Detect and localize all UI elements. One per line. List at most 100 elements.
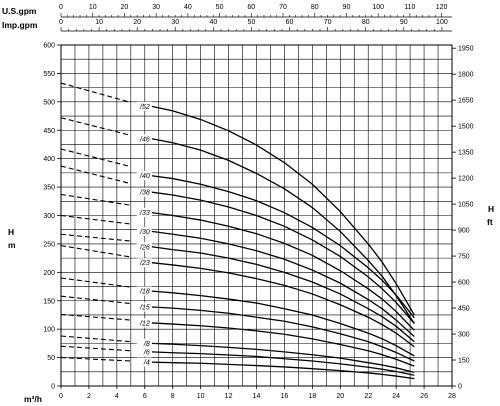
bottom-tick-label: 6	[143, 393, 147, 400]
top-tick-label-usgpm: 120	[436, 4, 448, 11]
series-label-bg	[136, 302, 152, 312]
series-curve-6	[151, 351, 415, 376]
left-axis-label-top: H	[8, 227, 14, 237]
series-curve-12	[151, 322, 415, 367]
series-dashed-8	[60, 335, 131, 343]
top-tick-label-usgpm: 20	[121, 4, 129, 11]
left-tick-label: 100	[43, 327, 55, 334]
top-tick-label-impgpm: 40	[209, 19, 217, 26]
top-tick-label-usgpm: 40	[184, 4, 192, 11]
bottom-tick-label: 4	[115, 393, 119, 400]
left-tick-label: 200	[43, 270, 55, 277]
series-label-12: /12	[139, 320, 150, 327]
series-label-4: /4	[143, 360, 150, 367]
series-dashed-52	[60, 82, 131, 103]
right-tick-label: 1200	[458, 176, 474, 183]
bottom-tick-label: 28	[448, 393, 456, 400]
bottom-tick-label: 16	[281, 393, 289, 400]
series-dashed-23	[60, 245, 131, 258]
series-label-bg	[136, 286, 152, 296]
series-label-8: /8	[143, 341, 150, 348]
series-curve-8	[151, 342, 415, 373]
bottom-tick-label: 24	[392, 393, 400, 400]
left-tick-label: 600	[43, 43, 55, 50]
bottom-tick-label: 0	[59, 393, 63, 400]
top-tick-label-impgpm: 10	[95, 19, 103, 26]
series-label-30: /30	[139, 229, 150, 236]
right-axis-label-bottom: ft	[487, 217, 493, 227]
right-tick-label: 1050	[458, 202, 474, 209]
series-dashed-46	[60, 117, 131, 136]
series-group: /52/46/40/38/33/30/26/23/18/15/12/8/6/4	[60, 82, 415, 380]
bottom-tick-label: 26	[420, 393, 428, 400]
series-label-bg	[136, 318, 152, 328]
top-tick-label-impgpm: 20	[133, 19, 141, 26]
series-curve-33	[151, 212, 415, 331]
top-tick-label-impgpm: 90	[400, 19, 408, 26]
series-label-23: /23	[139, 260, 150, 267]
series-curve-26	[151, 246, 415, 343]
series-label-52: /52	[139, 104, 150, 111]
left-tick-label: 0	[51, 384, 55, 391]
right-tick-label: 600	[458, 280, 470, 287]
series-label-33: /33	[139, 210, 150, 217]
bottom-tick-label: 8	[171, 393, 175, 400]
left-axis-label-bottom: m	[8, 240, 16, 250]
left-tick-label: 550	[43, 71, 55, 78]
top-tick-label-impgpm: 70	[324, 19, 332, 26]
series-label-bg	[136, 226, 152, 236]
series-dashed-26	[60, 233, 131, 242]
series-label-bg	[136, 338, 152, 348]
series-label-38: /38	[139, 190, 150, 197]
top-tick-label-impgpm: 30	[171, 19, 179, 26]
series-label-bg	[136, 101, 152, 111]
series-dashed-33	[60, 193, 131, 206]
series-label-bg	[136, 357, 152, 367]
series-label-26: /26	[139, 244, 150, 251]
left-tick-label: 400	[43, 156, 55, 163]
right-axis-label-top: H	[488, 204, 494, 214]
bottom-tick-label: 22	[364, 393, 372, 400]
right-tick-label: 900	[458, 228, 470, 235]
top-tick-label-usgpm: 110	[404, 4, 415, 11]
right-tick-label: 300	[458, 332, 470, 339]
left-tick-label: 250	[43, 241, 55, 248]
right-tick-label: 1350	[458, 150, 474, 157]
series-dashed-12	[60, 313, 131, 321]
top-axis-label-usgpm: U.S.gpm	[2, 6, 37, 16]
bottom-tick-label: 14	[253, 393, 261, 400]
series-label-bg	[136, 134, 152, 144]
right-tick-label: 1950	[458, 46, 474, 53]
right-tick-label: 450	[458, 306, 470, 313]
series-dashed-30	[60, 214, 131, 225]
series-curve-46	[151, 138, 415, 324]
series-dashed-40	[60, 148, 131, 168]
top-tick-label-impgpm: 50	[248, 19, 256, 26]
series-curve-40	[151, 175, 415, 319]
series-dashed-6	[60, 345, 131, 352]
grid	[61, 45, 452, 386]
top-tick-label-impgpm: 0	[59, 19, 63, 26]
series-curve-15	[151, 306, 415, 362]
series-curve-23	[151, 262, 415, 348]
top-tick-label-usgpm: 0	[59, 4, 63, 11]
bottom-tick-label: 10	[197, 393, 205, 400]
left-tick-label: 350	[43, 185, 55, 192]
series-curve-52	[151, 105, 415, 316]
left-tick-label: 150	[43, 298, 55, 305]
top-tick-label-impgpm: 100	[436, 19, 448, 26]
top-tick-label-usgpm: 30	[152, 4, 160, 11]
right-tick-label: 1500	[458, 124, 474, 131]
top-tick-label-usgpm: 60	[247, 4, 255, 11]
right-tick-label: 0	[458, 384, 462, 391]
series-label-bg	[136, 187, 152, 197]
left-tick-label: 50	[47, 355, 55, 362]
top-axis-label-impgpm: Imp.gpm	[2, 20, 38, 30]
series-dashed-4	[60, 357, 131, 362]
labels-group: U.S.gpm Imp.gpm H m H ft m³/h	[2, 6, 494, 404]
series-label-18: /18	[139, 289, 150, 296]
series-dashed-15	[60, 295, 131, 305]
series-curve-38	[151, 191, 415, 324]
